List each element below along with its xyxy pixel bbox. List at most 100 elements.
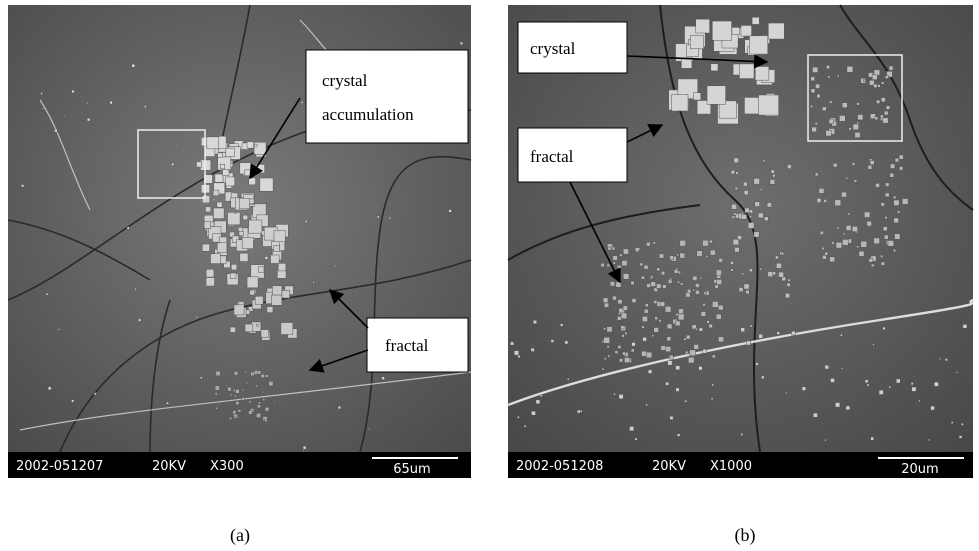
crystal	[643, 337, 647, 341]
crystal	[899, 167, 903, 171]
crystal	[138, 319, 141, 322]
crystal	[623, 306, 627, 310]
crystal	[867, 221, 872, 226]
crystal	[786, 392, 788, 394]
crystal	[739, 64, 754, 79]
crystal	[813, 413, 817, 417]
label: fractal	[385, 336, 429, 355]
crystal	[709, 324, 713, 328]
crystal	[736, 172, 739, 175]
crystal	[623, 352, 626, 355]
crystal	[963, 324, 967, 328]
crystal	[678, 314, 684, 320]
crystal	[754, 232, 759, 237]
crystal	[271, 255, 279, 263]
crystal	[826, 65, 829, 68]
crystal	[242, 237, 253, 248]
crystal	[694, 344, 699, 349]
crystal	[672, 95, 688, 111]
crystal	[281, 323, 293, 335]
crystal	[240, 253, 248, 261]
crystal	[695, 284, 699, 288]
crystal	[216, 371, 220, 375]
crystal	[263, 399, 265, 401]
crystal	[618, 313, 620, 315]
crystal	[635, 438, 637, 440]
crystal	[711, 398, 713, 400]
crystal	[773, 174, 776, 177]
crystal	[262, 391, 264, 393]
crystal	[888, 240, 894, 246]
crystal	[580, 410, 582, 412]
crystal	[811, 89, 815, 93]
crystal	[712, 355, 715, 358]
crystal	[881, 262, 884, 265]
crystal	[733, 213, 736, 216]
crystal	[716, 314, 721, 319]
crystal	[815, 122, 817, 124]
crystal	[749, 269, 752, 272]
crystal	[256, 324, 258, 326]
crystal	[560, 324, 563, 327]
crystal	[685, 400, 687, 402]
crystal	[825, 365, 829, 369]
crystal	[255, 385, 257, 387]
crystal	[833, 163, 837, 167]
crystal	[885, 183, 889, 187]
crystal	[254, 144, 257, 147]
crystal	[718, 337, 723, 342]
crystal	[893, 196, 896, 199]
crystal	[617, 265, 621, 269]
crystal	[779, 272, 784, 277]
crystal	[885, 76, 888, 79]
crystal	[743, 182, 747, 186]
crystal	[858, 115, 863, 120]
crystal	[260, 178, 273, 191]
crystal	[644, 309, 648, 313]
crystal	[752, 17, 759, 24]
crystal	[684, 338, 686, 340]
crystal	[815, 173, 818, 176]
crystal	[230, 327, 235, 332]
crystal	[959, 436, 962, 439]
crystal	[94, 393, 96, 395]
crystal	[857, 246, 859, 248]
crystal	[742, 273, 744, 275]
crystal	[247, 142, 254, 149]
crystal	[835, 200, 841, 206]
crystal	[828, 76, 830, 78]
image-id: 2002-051208	[516, 459, 603, 474]
crystal	[267, 307, 273, 313]
crystal	[822, 247, 824, 249]
crystal	[651, 282, 656, 287]
crystal	[135, 288, 137, 290]
crystal	[787, 283, 790, 286]
crystal	[699, 328, 702, 331]
crystal	[250, 199, 255, 204]
crystal	[652, 335, 654, 337]
crystal	[245, 371, 247, 373]
crystal	[676, 313, 678, 315]
crystal	[701, 312, 706, 317]
crystal	[338, 406, 341, 409]
crystal	[735, 187, 738, 190]
crystal	[613, 256, 618, 261]
crystal	[274, 401, 276, 403]
crystal	[250, 290, 255, 295]
crystal	[896, 379, 900, 383]
crystal	[229, 417, 231, 419]
crystal	[785, 293, 789, 297]
crystal	[618, 300, 622, 304]
crystal	[622, 335, 625, 338]
crystal	[646, 242, 650, 246]
crystal	[166, 402, 168, 404]
crystal	[875, 117, 878, 120]
crystal	[734, 158, 739, 163]
crystal	[265, 257, 268, 260]
crystal	[890, 173, 894, 177]
crystal	[278, 263, 286, 271]
crystal	[540, 395, 542, 397]
crystal	[206, 269, 214, 277]
crystal	[377, 216, 379, 218]
crystal	[347, 156, 348, 157]
